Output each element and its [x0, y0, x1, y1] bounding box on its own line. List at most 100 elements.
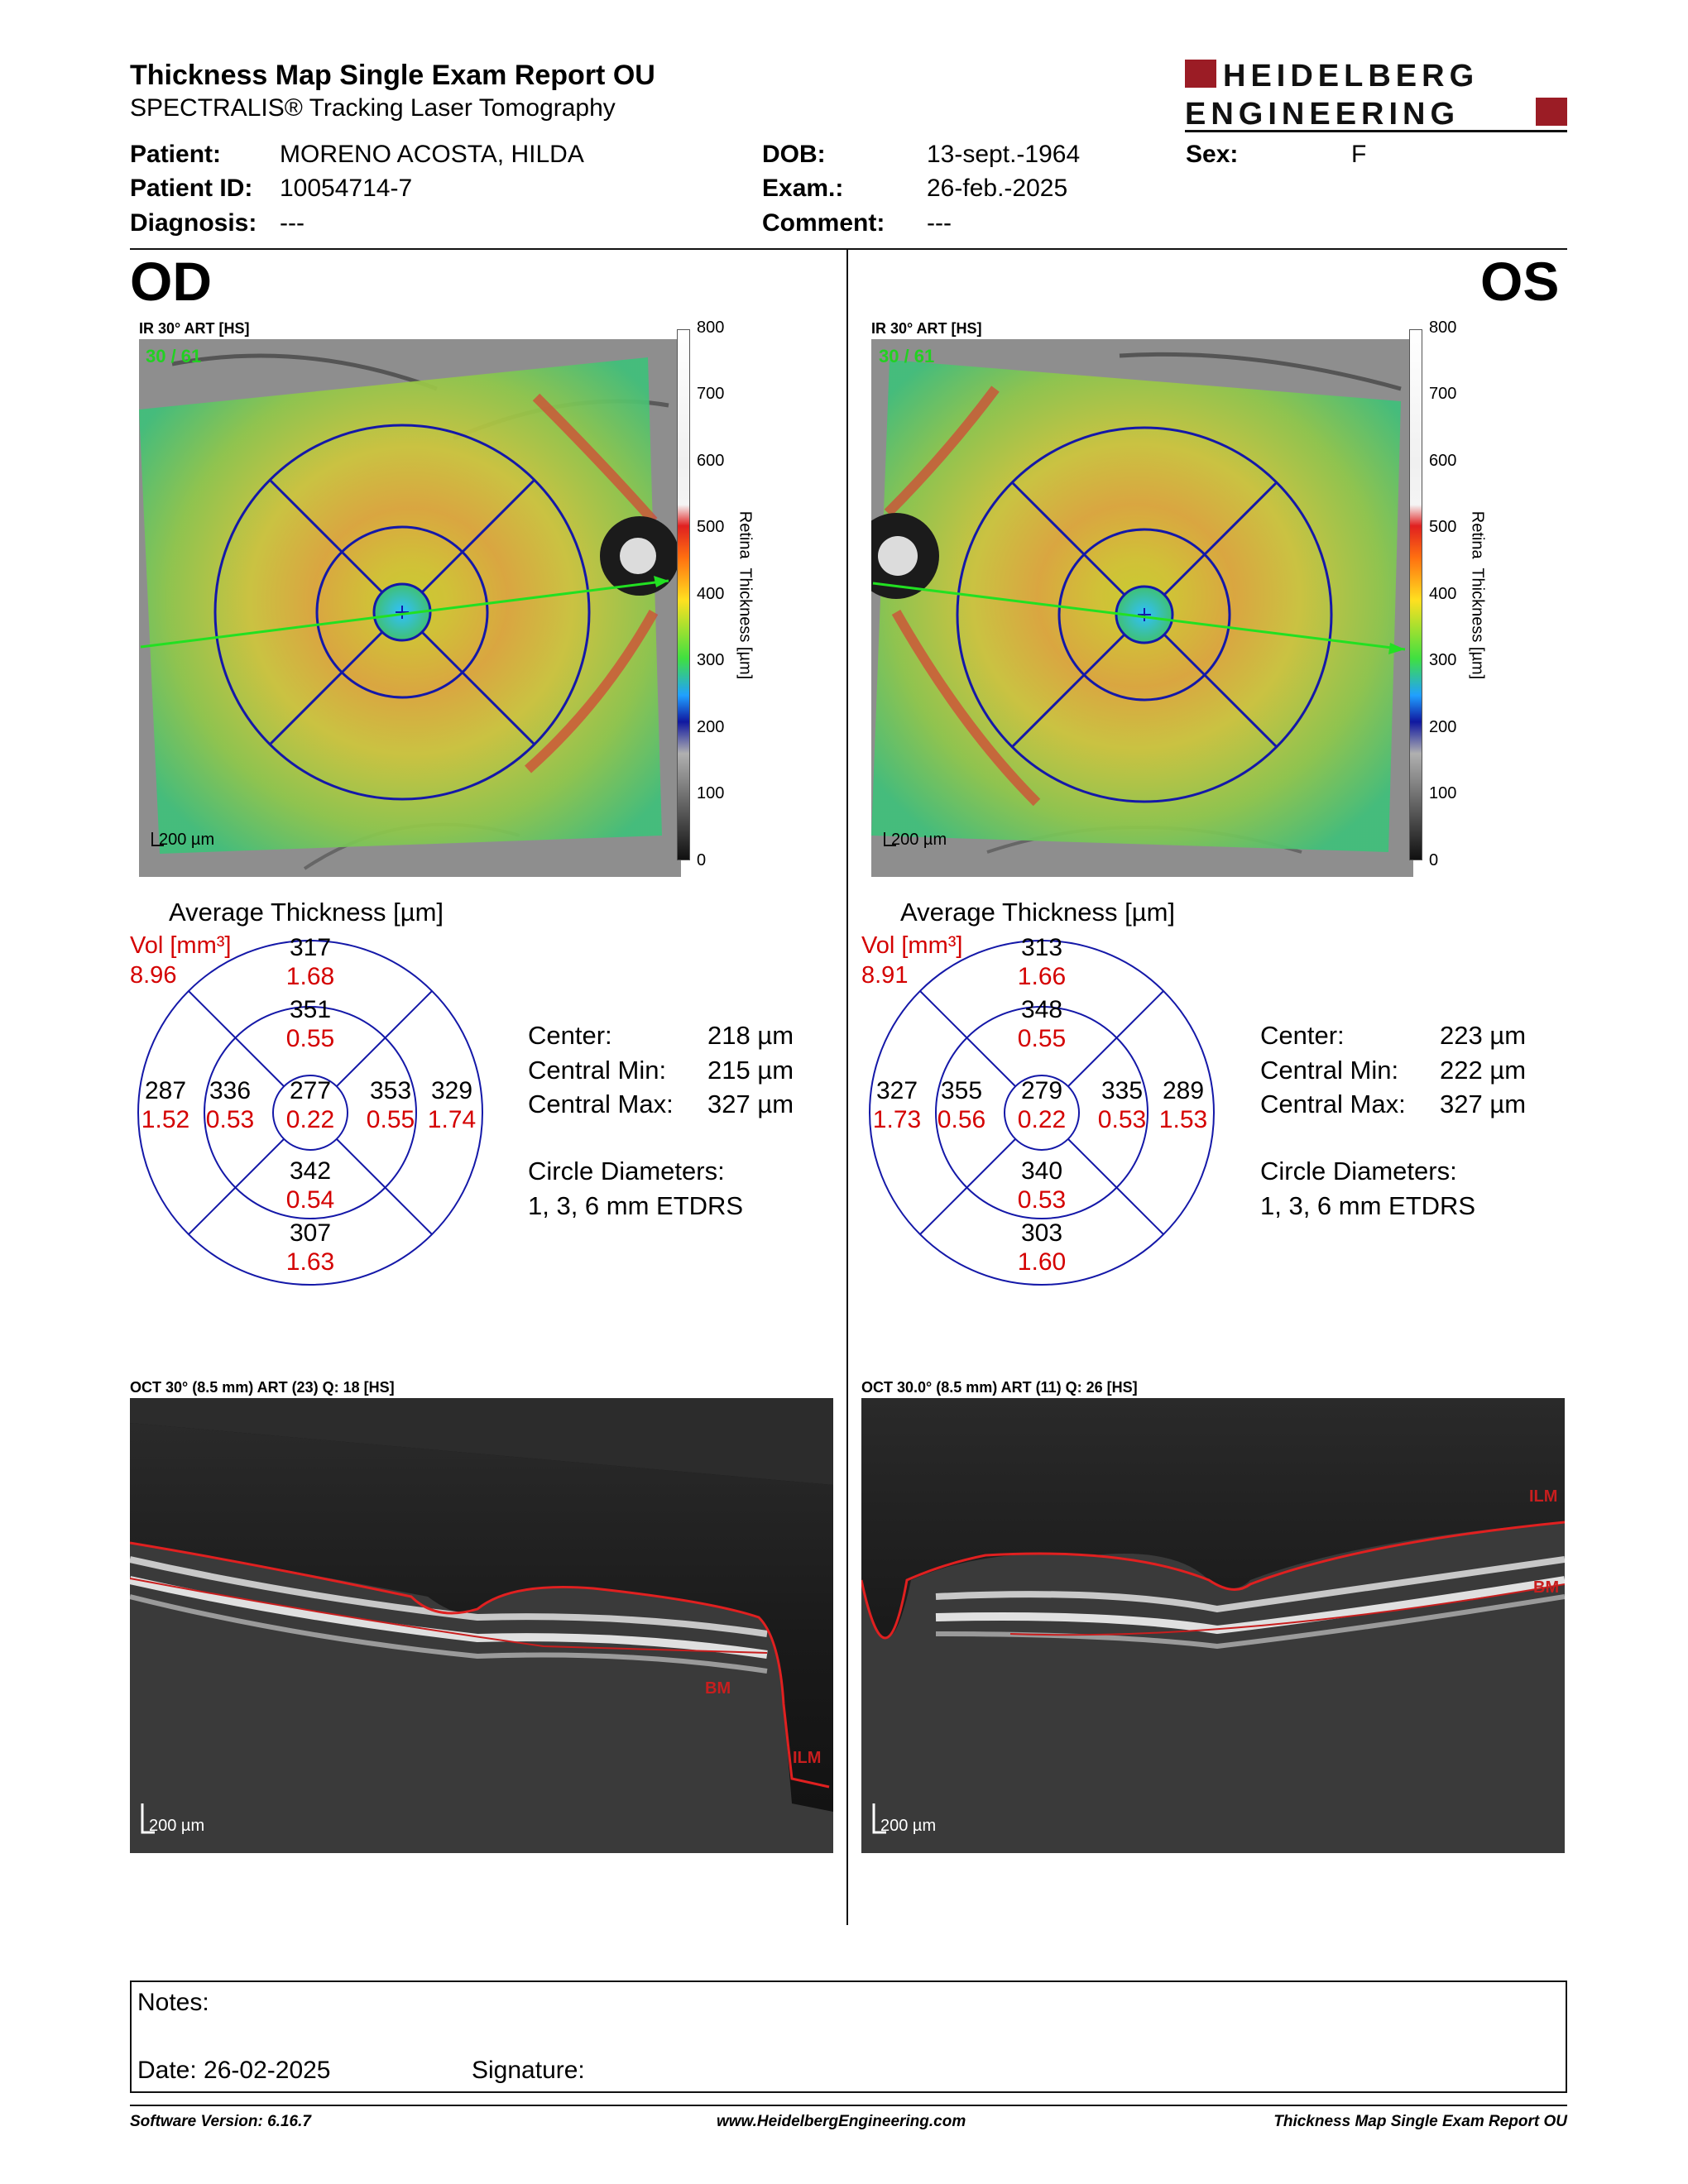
- od-outer-inf-volume: 1.63: [286, 1248, 334, 1276]
- os-outer-left-thickness: 327: [876, 1077, 918, 1104]
- patient-name: MORENO ACOSTA, HILDA: [280, 141, 584, 168]
- scale-tick: 500: [1429, 518, 1457, 536]
- os-central-min-value: 222 µm: [1440, 1056, 1527, 1085]
- scale-tick: 800: [1429, 318, 1457, 337]
- website-link[interactable]: www.HeidelbergEngineering.com: [717, 2113, 966, 2130]
- scale-tick: 400: [1429, 585, 1457, 603]
- patient-id-label: Patient ID:: [130, 175, 253, 202]
- od-inner-sup-volume: 0.55: [286, 1025, 334, 1052]
- svg-text:HEIDELBERG: HEIDELBERG: [1223, 59, 1479, 93]
- od-scale-axis-label: Retina Thickness [µm]: [736, 510, 755, 680]
- os-central-max-label: Central Max:: [1260, 1090, 1406, 1118]
- od-outer-sup-thickness: 317: [290, 934, 331, 961]
- os-circle-diam-label: Circle Diameters:: [1260, 1157, 1457, 1185]
- od-center-label: Center:: [528, 1021, 612, 1050]
- od-outer-left-thickness: 287: [145, 1077, 186, 1104]
- os-oct-ilm-label: ILM: [1529, 1487, 1558, 1506]
- os-thickness-map: [871, 339, 1413, 877]
- od-oct-bm-label: BM: [705, 1679, 731, 1698]
- scale-tick: 700: [697, 385, 725, 403]
- diagnosis-value: ---: [280, 209, 305, 237]
- od-inner-inf-volume: 0.54: [286, 1186, 334, 1214]
- notes-label: Notes:: [137, 1989, 209, 2016]
- os-central-min-label: Central Min:: [1260, 1056, 1399, 1085]
- od-central-min-label: Central Min:: [528, 1056, 667, 1085]
- os-ir-caption: IR 30° ART [HS]: [871, 320, 982, 337]
- od-central-max-value: 327 µm: [707, 1090, 794, 1118]
- notes-box[interactable]: [130, 1980, 1567, 2093]
- os-eye-label: OS: [1480, 251, 1560, 312]
- os-center-value: 223 µm: [1440, 1021, 1527, 1050]
- od-outer-inf-thickness: 307: [290, 1219, 331, 1247]
- os-inner-left-volume: 0.56: [938, 1106, 985, 1133]
- svg-text:ENGINEERING: ENGINEERING: [1185, 97, 1460, 131]
- os-vol-label: Vol [mm³]: [861, 932, 963, 959]
- od-outer-left-volume: 1.52: [141, 1106, 189, 1133]
- od-circle-diam-label: Circle Diameters:: [528, 1157, 725, 1185]
- scale-tick: 100: [1429, 784, 1457, 802]
- scale-tick: 600: [1429, 452, 1457, 470]
- od-eye-label: OD: [130, 251, 212, 312]
- od-vol-value: 8.96: [130, 962, 177, 989]
- od-etdrs-grid: 317 1.68 351 0.55 277 0.22 336 0.53 353 …: [137, 934, 483, 1286]
- os-center-volume: 0.22: [1018, 1106, 1066, 1133]
- od-inner-left-volume: 0.53: [206, 1106, 254, 1133]
- od-scale-ticks: 800 700 600 500 400 300 200 100 0: [697, 319, 746, 869]
- comment-value: ---: [927, 209, 952, 237]
- os-inner-right-thickness: 335: [1101, 1077, 1143, 1104]
- os-oct-scalebar: 200 µm: [880, 1817, 937, 1835]
- scale-tick: 100: [697, 784, 725, 802]
- od-ir-scalebar: 200 µm: [159, 831, 215, 849]
- dob-value: 13-sept.-1964: [927, 141, 1081, 168]
- sex-label: Sex:: [1186, 141, 1239, 168]
- scale-tick: 200: [1429, 718, 1457, 736]
- os-central-max-value: 327 µm: [1440, 1090, 1527, 1118]
- footer-report-name: Thickness Map Single Exam Report OU: [1273, 2113, 1567, 2130]
- sex-value: F: [1351, 141, 1367, 168]
- scale-tick: 700: [1429, 385, 1457, 403]
- od-inner-inf-thickness: 342: [290, 1157, 331, 1185]
- info-rule: [130, 248, 1567, 250]
- header-rule: [1185, 130, 1567, 132]
- od-center-value: 218 µm: [707, 1021, 794, 1050]
- signature-label: Signature:: [472, 2057, 585, 2084]
- os-inner-left-thickness: 355: [941, 1077, 982, 1104]
- os-inner-inf-thickness: 340: [1021, 1157, 1062, 1185]
- od-center-volume: 0.22: [286, 1106, 334, 1133]
- od-center-thickness: 277: [290, 1077, 331, 1104]
- od-outer-right-thickness: 329: [431, 1077, 472, 1104]
- center-divider: [846, 250, 848, 1925]
- heidelberg-logo: HEIDELBERG ENGINEERING: [1185, 59, 1567, 131]
- od-oct-ilm-label: ILM: [793, 1749, 822, 1767]
- os-outer-inf-thickness: 303: [1021, 1219, 1062, 1247]
- os-outer-right-volume: 1.53: [1159, 1106, 1207, 1133]
- os-inner-inf-volume: 0.53: [1018, 1186, 1066, 1214]
- os-outer-sup-thickness: 313: [1021, 934, 1062, 961]
- od-outer-sup-volume: 1.68: [286, 963, 334, 990]
- od-thickness-map: [139, 339, 681, 877]
- date-label: Date: 26-02-2025: [137, 2057, 331, 2084]
- od-avg-title: Average Thickness [µm]: [169, 898, 444, 927]
- scale-tick: 0: [697, 851, 707, 869]
- od-inner-left-thickness: 336: [209, 1077, 251, 1104]
- patient-label: Patient:: [130, 141, 222, 168]
- od-central-max-label: Central Max:: [528, 1090, 674, 1118]
- scale-tick: 400: [697, 585, 725, 603]
- od-ir-caption: IR 30° ART [HS]: [139, 320, 250, 337]
- os-circle-diam-value: 1, 3, 6 mm ETDRS: [1260, 1191, 1476, 1220]
- os-avg-title: Average Thickness [µm]: [900, 898, 1176, 927]
- os-color-scale: [1409, 329, 1422, 860]
- os-inner-sup-thickness: 348: [1021, 996, 1062, 1023]
- od-central-min-value: 215 µm: [707, 1056, 794, 1085]
- od-inner-right-thickness: 353: [370, 1077, 411, 1104]
- os-oct-bm-label: BM: [1533, 1578, 1560, 1597]
- od-vol-label: Vol [mm³]: [130, 932, 232, 959]
- od-oct-caption: OCT 30° (8.5 mm) ART (23) Q: 18 [HS]: [130, 1379, 395, 1396]
- os-outer-sup-volume: 1.66: [1018, 963, 1066, 990]
- scale-tick: 0: [1429, 851, 1439, 869]
- scale-tick: 600: [697, 452, 725, 470]
- report-subtitle: SPECTRALIS® Tracking Laser Tomography: [130, 94, 616, 122]
- scale-tick: 200: [697, 718, 725, 736]
- os-inner-right-volume: 0.53: [1098, 1106, 1146, 1133]
- os-vol-value: 8.91: [861, 962, 909, 989]
